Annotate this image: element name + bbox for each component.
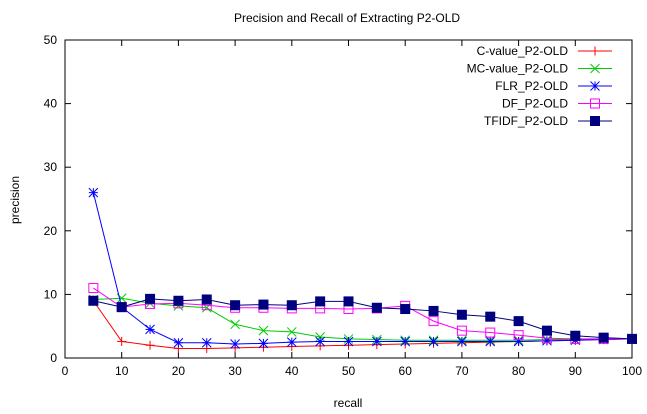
legend-item: DF_P2-OLD: [502, 97, 612, 111]
y-tick-label: 10: [44, 287, 58, 301]
data-point: [145, 340, 155, 350]
data-point: [428, 316, 439, 327]
legend-label: MC-value_P2-OLD: [467, 62, 569, 76]
x-tick-label: 90: [569, 364, 583, 378]
legend-item: MC-value_P2-OLD: [467, 62, 612, 76]
data-point: [541, 325, 552, 336]
legend-item: FLR_P2-OLD: [495, 79, 612, 93]
data-point: [627, 333, 637, 344]
data-point: [315, 336, 326, 347]
x-tick-label: 20: [172, 364, 186, 378]
data-point: [400, 336, 411, 347]
data-point: [315, 296, 326, 307]
data-point: [145, 324, 155, 335]
x-tick-label: 70: [455, 364, 469, 378]
data-point: [400, 304, 411, 315]
data-point: [485, 327, 496, 338]
data-point: [116, 302, 127, 313]
data-point: [485, 311, 496, 322]
data-point: [258, 338, 269, 349]
x-axis: 0 10 20 30 40 50 60 70 80 90 100: [62, 40, 642, 378]
data-point: [230, 339, 240, 349]
data-point: [371, 302, 382, 313]
data-point: [286, 337, 297, 347]
chart-title: Precision and Recall of Extracting P2-OL…: [234, 11, 460, 25]
data-point: [343, 296, 354, 307]
y-tick-label: 30: [44, 160, 58, 174]
data-point: [88, 295, 99, 306]
series-FLR_P2-OLD: [88, 187, 637, 349]
y-axis-label: precision: [8, 176, 22, 224]
data-point: [590, 46, 600, 56]
data-point: [428, 336, 439, 347]
data-point: [428, 305, 439, 316]
x-tick-label: 0: [62, 364, 69, 378]
y-tick-label: 0: [50, 351, 57, 365]
data-point: [513, 316, 524, 327]
data-point: [230, 319, 240, 330]
legend-label: C-value_P2-OLD: [477, 44, 569, 58]
x-tick-label: 30: [228, 364, 242, 378]
data-point: [173, 337, 184, 348]
legend-item: TFIDF_P2-OLD: [484, 114, 612, 128]
legend-item: C-value_P2-OLD: [477, 44, 612, 58]
data-point: [286, 327, 297, 337]
data-point: [258, 325, 269, 336]
data-point: [570, 330, 581, 341]
data-point: [513, 330, 524, 341]
x-tick-label: 80: [512, 364, 526, 378]
legend-label: TFIDF_P2-OLD: [484, 114, 568, 128]
x-tick-label: 10: [115, 364, 129, 378]
data-point: [117, 336, 127, 346]
data-point: [590, 63, 600, 74]
x-tick-label: 40: [285, 364, 299, 378]
data-point: [456, 309, 467, 320]
series-layer: [88, 187, 637, 353]
series-DF_P2-OLD: [88, 283, 637, 344]
data-point: [201, 294, 212, 305]
data-point: [173, 295, 184, 306]
data-point: [258, 299, 269, 310]
legend: C-value_P2-OLD MC-value_P2-OLD FLR_P2-OLD D…: [467, 44, 612, 128]
y-tick-label: 40: [44, 97, 58, 111]
data-point: [88, 187, 99, 198]
data-point: [590, 98, 600, 109]
data-point: [230, 300, 241, 311]
x-tick-label: 50: [342, 364, 356, 378]
series-TFIDF_P2-OLD: [88, 293, 637, 344]
x-axis-label: recall: [334, 396, 363, 410]
data-point: [598, 332, 609, 343]
data-point: [457, 336, 467, 347]
x-tick-label: 100: [622, 364, 642, 378]
data-point: [201, 337, 212, 348]
data-point: [485, 336, 496, 347]
y-tick-label: 50: [44, 33, 58, 47]
y-tick-label: 20: [44, 224, 58, 238]
data-point: [371, 336, 382, 347]
data-point: [88, 283, 99, 294]
data-point: [590, 116, 600, 126]
y-axis: 0 10 20 30 40 50: [44, 33, 632, 365]
data-point: [286, 300, 297, 311]
data-point: [456, 325, 467, 336]
legend-label: DF_P2-OLD: [502, 97, 568, 111]
data-point: [513, 336, 524, 347]
series-MC-value_P2-OLD: [88, 293, 637, 346]
data-point: [343, 336, 354, 347]
x-tick-label: 60: [399, 364, 413, 378]
data-point: [145, 293, 156, 304]
legend-label: FLR_P2-OLD: [495, 79, 568, 93]
series-line: [92, 192, 633, 345]
data-point: [590, 81, 600, 91]
